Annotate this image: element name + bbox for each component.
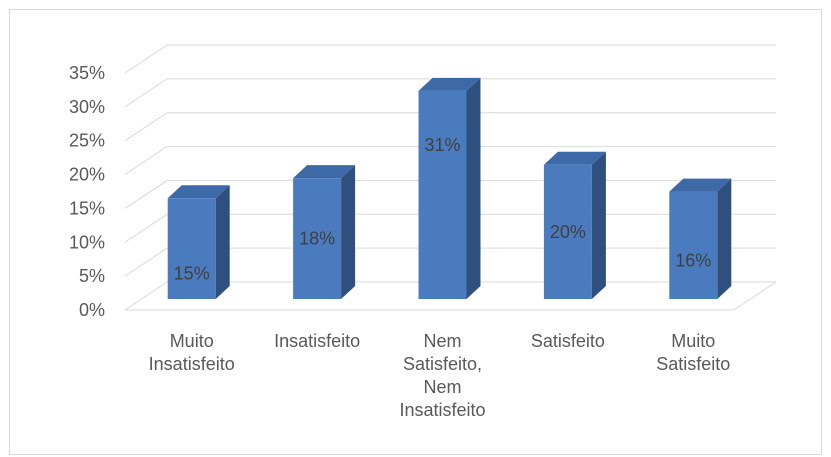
bar-side: [341, 165, 356, 299]
bar: [167, 198, 216, 299]
bar: [293, 178, 342, 299]
bar-side: [717, 178, 732, 299]
data-label: 15%: [174, 264, 210, 284]
y-tick-label: 20%: [69, 165, 105, 185]
data-label: 16%: [675, 250, 711, 270]
bar-top: [167, 185, 230, 199]
y-tick-label: 35%: [69, 63, 105, 83]
x-category-label: Satisfeito: [531, 331, 605, 351]
bar-top: [293, 165, 356, 179]
y-tick-label: 0%: [79, 300, 105, 320]
x-category-label: Nem Satisfeito, Nem Insatisfeito: [399, 331, 485, 420]
data-label: 31%: [424, 135, 460, 155]
bar-top: [669, 178, 732, 192]
y-tick-label: 5%: [79, 266, 105, 286]
floor-side-edge: [733, 281, 777, 311]
bar-side: [215, 185, 230, 299]
gridline: [124, 44, 776, 74]
bar: [418, 90, 467, 299]
y-tick-label: 10%: [69, 232, 105, 252]
x-category-label: Muito Satisfeito: [656, 331, 730, 374]
y-tick-label: 15%: [69, 198, 105, 218]
data-label: 20%: [550, 222, 586, 242]
bar-side: [466, 77, 481, 299]
bar-top: [543, 151, 606, 165]
gridline: [124, 78, 776, 108]
x-category-label: Insatisfeito: [274, 331, 360, 351]
gridline: [124, 112, 776, 142]
gridline: [124, 146, 776, 175]
bar: [669, 191, 718, 299]
bar-top: [418, 77, 481, 91]
x-category-label: Muito Insatisfeito: [149, 331, 235, 374]
bar: [543, 164, 592, 299]
y-tick-label: 30%: [69, 97, 105, 117]
data-label: 18%: [299, 229, 335, 249]
bar-side: [591, 151, 606, 299]
y-tick-label: 25%: [69, 131, 105, 151]
